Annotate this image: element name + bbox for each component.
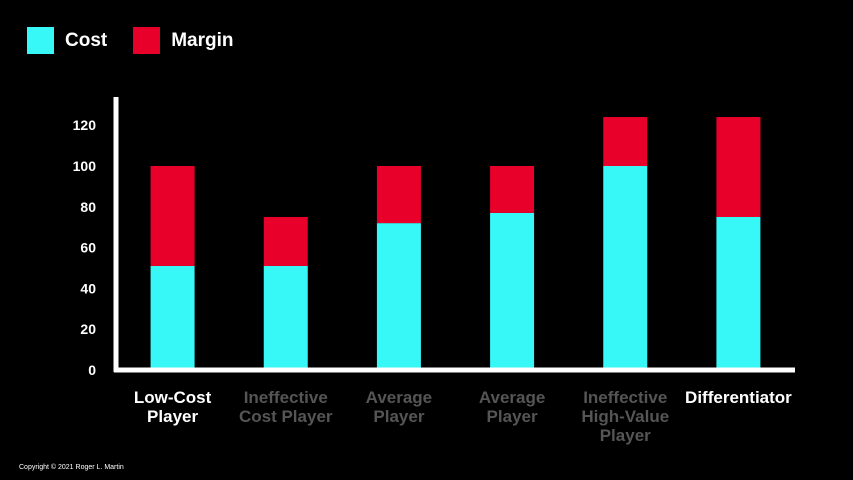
bar-cost — [376, 223, 421, 370]
y-tick-label: 20 — [80, 321, 96, 337]
bar-margin — [263, 217, 308, 266]
y-tick-label: 40 — [80, 280, 96, 296]
x-category-label: Ineffective Cost Player — [239, 388, 333, 426]
bar-margin — [603, 117, 648, 166]
x-category-label-line: Player — [487, 407, 538, 426]
x-category-label: Ineffective High-Value Player — [581, 388, 669, 445]
x-category-label: Average Player — [366, 388, 432, 426]
x-category-label-line: Average — [479, 388, 545, 407]
bar-cost — [150, 265, 195, 370]
x-category-label-line: Differentiator — [685, 388, 792, 407]
bar-cost — [490, 212, 535, 370]
legend-swatch-cost — [27, 27, 54, 54]
legend-item-cost: Cost — [27, 27, 107, 54]
chart-legend: Cost Margin — [27, 27, 260, 54]
bar-margin — [716, 117, 761, 217]
y-tick-label: 100 — [73, 158, 97, 174]
bar-margin — [490, 166, 535, 213]
legend-label-cost: Cost — [65, 29, 108, 51]
x-category-label-line: Player — [600, 426, 651, 445]
bar-cost — [716, 217, 761, 370]
x-category-label-line: Player — [147, 407, 198, 426]
x-category-label-line: Player — [373, 407, 424, 426]
legend-item-margin: Margin — [133, 27, 234, 54]
bar-cost — [263, 265, 308, 370]
y-tick-label: 120 — [73, 117, 97, 133]
x-category-label-line: Ineffective — [244, 388, 328, 407]
copyright-notice: Copyright © 2021 Roger L. Martin — [19, 464, 124, 471]
x-category-label-line: Cost Player — [239, 407, 333, 426]
bar-margin — [150, 166, 195, 266]
x-category-label-line: High-Value — [581, 407, 669, 426]
x-category-label-line: Low-Cost — [134, 388, 212, 407]
x-category-label: Differentiator — [685, 388, 792, 407]
x-category-label: Low-Cost Player — [134, 388, 212, 426]
y-tick-label: 0 — [88, 362, 96, 378]
y-tick-label: 60 — [80, 240, 96, 256]
x-category-label: Average Player — [479, 388, 545, 426]
bar-cost — [603, 166, 648, 370]
bar-margin — [376, 166, 421, 224]
legend-swatch-margin — [133, 27, 161, 54]
y-tick-label: 80 — [80, 199, 96, 215]
x-category-label-line: Ineffective — [583, 388, 667, 407]
x-category-label-line: Average — [366, 388, 432, 407]
legend-label-margin: Margin — [171, 29, 234, 51]
